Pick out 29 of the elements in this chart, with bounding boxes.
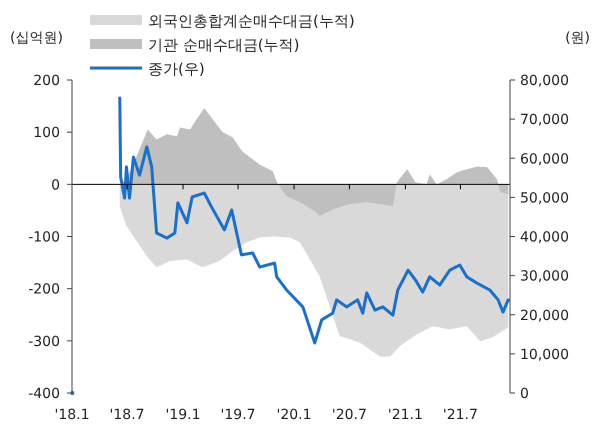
y-tick-label: -100 [28,230,60,246]
legend-label: 종가(우) [148,60,205,78]
y2-tick-label: 60,000 [520,151,569,168]
x-tick-label: '19.1 [166,407,201,423]
y-tick-label: -200 [28,282,60,298]
y-tick-label: -300 [28,334,60,350]
x-tick-label: '21.1 [388,407,423,423]
legend-label: 외국인총합계순매수대금(누적) [148,12,355,30]
y2-tick-label: 40,000 [520,230,569,246]
y2-tick-label: 70,000 [520,112,569,128]
y2-tick-label: 50,000 [520,190,569,206]
y-tick-label: 100 [33,125,60,142]
y2-tick-label: 0 [520,386,529,402]
y2-tick-label: 10,000 [520,346,569,363]
x-tick-label: '20.1 [276,407,312,423]
y2-tick-label: 20,000 [520,308,569,324]
legend-label: 기관 순매수대금(누적) [148,36,300,54]
y-tick-label: 0 [51,177,60,194]
y-tick-label: 200 [33,73,60,89]
x-tick-label: '18.1 [54,407,90,423]
x-tick-label: '19.7 [220,407,256,423]
y2-tick-label: 30,000 [520,268,569,285]
y2-axis-title: (원) [565,30,590,46]
y-axis-title: (십억원) [10,30,63,46]
x-tick-label: '18.7 [110,407,145,423]
x-tick-label: '21.7 [442,407,478,423]
y-tick-label: -400 [28,386,60,402]
x-tick-label: '20.7 [332,407,367,423]
y2-tick-label: 80,000 [520,73,569,89]
